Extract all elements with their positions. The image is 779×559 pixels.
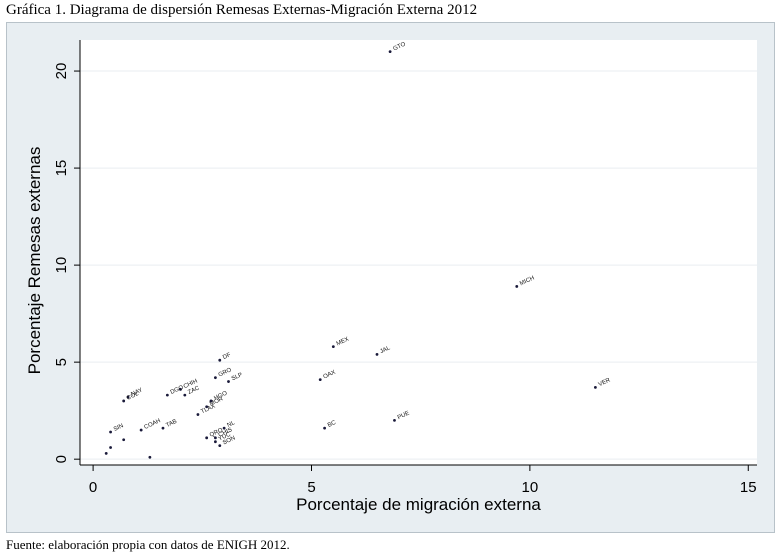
point-label: ZAC <box>187 385 201 396</box>
data-point <box>109 446 112 449</box>
point-label: PUE <box>397 411 411 422</box>
point-label: CHIH <box>183 378 199 390</box>
chart-caption: Gráfica 1. Diagrama de dispersión Remesa… <box>6 2 478 18</box>
data-point <box>209 399 213 403</box>
data-point <box>593 385 597 389</box>
y-axis-title: Porcentaje Remesas externas <box>25 147 44 375</box>
y-tick-label: 5 <box>53 358 70 366</box>
data-point <box>179 387 182 391</box>
point-label: MICH <box>519 275 535 287</box>
data-point <box>205 405 209 409</box>
data-point <box>318 378 322 382</box>
point-label: SLP <box>231 372 244 382</box>
data-point <box>165 393 169 397</box>
data-point <box>388 50 392 54</box>
point-label: MEX <box>336 336 350 347</box>
data-point <box>122 399 126 403</box>
point-label: BC <box>327 420 338 429</box>
point-label: JAL <box>379 345 392 355</box>
data-point <box>126 395 130 399</box>
x-tick-label: 10 <box>522 479 539 496</box>
y-tick-label: 0 <box>53 455 70 463</box>
point-label: QRO <box>209 427 224 438</box>
data-point <box>515 285 519 288</box>
data-point <box>214 440 217 444</box>
y-tick-label: 10 <box>53 257 70 274</box>
axes: 0 5 10 15 20 0 5 10 15 <box>53 40 757 496</box>
source-note: Fuente: elaboración propia con datos de … <box>6 537 290 552</box>
data-point <box>375 352 379 356</box>
data-point <box>205 436 209 440</box>
point-label: DGO <box>170 385 185 396</box>
point-label: OAX <box>323 370 337 381</box>
plot-area <box>80 40 757 465</box>
data-point <box>104 451 108 455</box>
data-point <box>161 426 165 430</box>
point-label: SIN <box>113 423 125 433</box>
point-label: DF <box>222 352 232 361</box>
point-label: SON <box>222 435 236 446</box>
data-point <box>214 436 217 440</box>
point-label: TLAX <box>200 404 216 416</box>
gridlines <box>80 70 757 460</box>
point-label: GRO <box>218 367 233 378</box>
data-point <box>148 455 152 459</box>
data-point <box>109 430 112 434</box>
data-point <box>196 413 200 416</box>
data-point <box>222 426 226 430</box>
x-tick-label: 5 <box>307 479 315 496</box>
point-label: NAY <box>130 387 143 397</box>
point-label: VER <box>598 377 612 388</box>
data-point <box>183 393 187 397</box>
data-point <box>122 438 126 442</box>
x-axis-title: Porcentaje de migración externa <box>296 495 541 514</box>
y-tick-label: 15 <box>53 160 70 177</box>
data-point <box>393 418 396 422</box>
data-point <box>214 376 217 380</box>
data-point <box>323 426 326 430</box>
point-label: HGO <box>213 390 228 401</box>
x-tick-label: 15 <box>740 479 757 496</box>
data-point <box>331 345 335 349</box>
point-label: NL <box>226 420 236 429</box>
data-point <box>218 358 222 362</box>
data-point <box>227 380 230 383</box>
point-label: YUC <box>218 431 233 442</box>
y-tick-label: 20 <box>53 63 70 80</box>
data-point <box>139 428 143 432</box>
x-tick-label: 0 <box>89 479 97 496</box>
data-point <box>218 444 222 447</box>
point-label: CHIS <box>218 427 234 438</box>
point-label: MOR <box>209 396 225 408</box>
point-label: GTO <box>392 41 407 52</box>
point-label: COL <box>126 391 140 402</box>
point-label: TAB <box>165 419 178 429</box>
